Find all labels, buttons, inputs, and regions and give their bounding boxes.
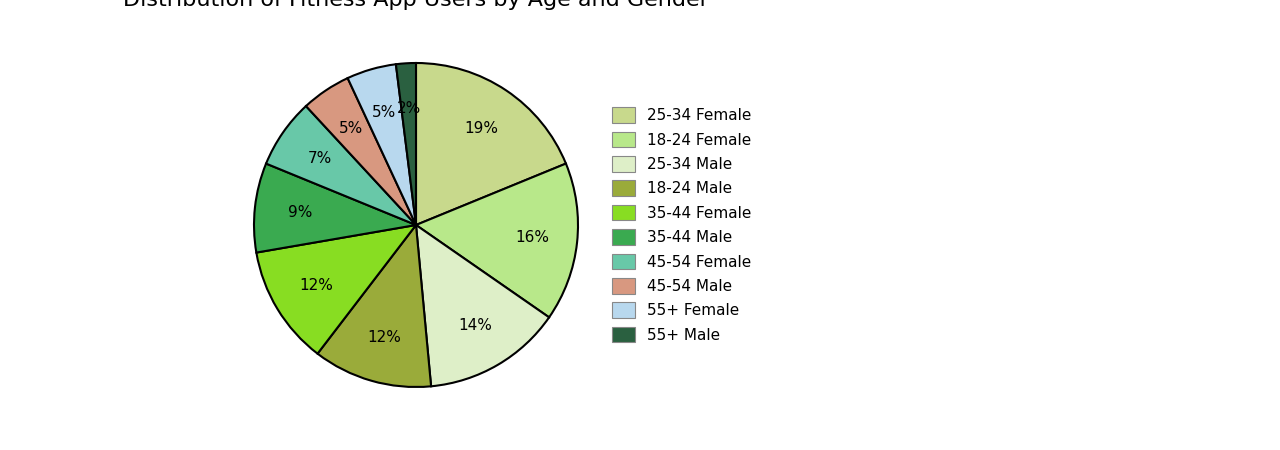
Text: 19%: 19% [463, 121, 498, 135]
Wedge shape [416, 225, 549, 386]
Text: 5%: 5% [371, 105, 396, 121]
Text: 7%: 7% [308, 151, 333, 166]
Wedge shape [317, 225, 431, 387]
Wedge shape [416, 164, 579, 317]
Wedge shape [348, 64, 416, 225]
Wedge shape [396, 63, 416, 225]
Text: 16%: 16% [515, 230, 549, 245]
Wedge shape [416, 63, 566, 225]
Wedge shape [306, 78, 416, 225]
Text: 14%: 14% [458, 318, 492, 333]
Title: Distribution of Fitness App Users by Age and Gender: Distribution of Fitness App Users by Age… [123, 0, 709, 10]
Text: 12%: 12% [367, 329, 401, 345]
Wedge shape [266, 106, 416, 225]
Text: 9%: 9% [288, 205, 312, 220]
Wedge shape [253, 164, 416, 252]
Text: 12%: 12% [300, 278, 333, 293]
Text: 5%: 5% [339, 121, 364, 135]
Legend: 25-34 Female, 18-24 Female, 25-34 Male, 18-24 Male, 35-44 Female, 35-44 Male, 45: 25-34 Female, 18-24 Female, 25-34 Male, … [605, 101, 758, 349]
Wedge shape [256, 225, 416, 354]
Text: 2%: 2% [397, 101, 421, 116]
